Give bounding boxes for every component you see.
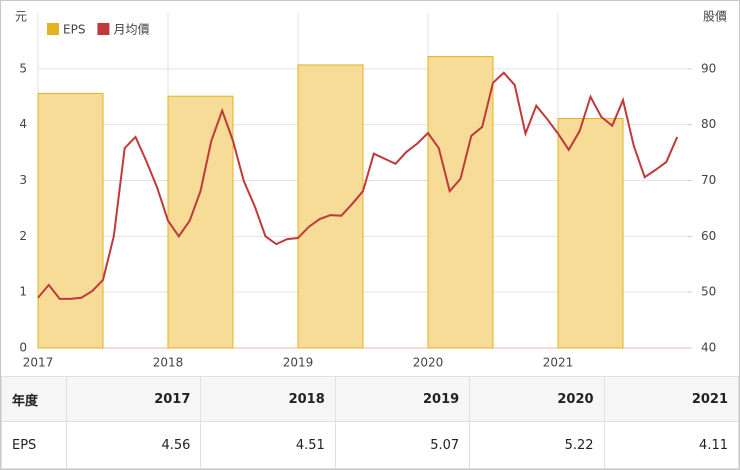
legend-label: EPS <box>63 23 85 37</box>
table-cell: 2019 <box>334 376 471 422</box>
table-cell: 4.56 <box>65 421 202 469</box>
table-cell: 2018 <box>200 376 336 422</box>
table-cell: 2017 <box>65 376 202 422</box>
table-cell: 5.22 <box>469 421 605 469</box>
table-row: EPS 4.56 4.51 5.07 5.22 4.11 <box>1 421 739 469</box>
bar <box>297 64 364 349</box>
bar <box>37 92 104 349</box>
bar <box>167 95 234 349</box>
bar <box>427 56 494 349</box>
y-axis-title: 元 <box>15 10 27 24</box>
x-tick-label: 2020 <box>413 356 444 370</box>
chart: 元 股價 0 1 2 3 4 5 40 50 60 70 80 90 2017 2018 2019 2020 2… <box>15 10 727 370</box>
y2-tick-label: 80 <box>701 117 716 131</box>
y2-tick-label: 90 <box>701 61 716 75</box>
table-header: 年度 2017 2018 2019 2020 2021 <box>1 376 739 422</box>
x-tick-label: 2019 <box>283 356 314 370</box>
y-tick-label: 3 <box>19 173 27 187</box>
legend-swatch <box>97 23 110 35</box>
legend-swatch <box>47 23 59 35</box>
table-cell: EPS <box>1 421 67 469</box>
y2-tick-label: 50 <box>701 285 716 299</box>
table-cell: 4.51 <box>200 421 336 469</box>
table-cell: 4.11 <box>603 421 739 469</box>
y2-axis-title: 股價 <box>703 10 727 24</box>
y-tick-label: 2 <box>19 229 27 243</box>
y2-tick-label: 60 <box>701 229 716 243</box>
legend-label: 月均價 <box>113 23 149 37</box>
y-tick-label: 4 <box>19 117 27 131</box>
x-tick-label: 2021 <box>543 356 574 370</box>
table-cell: 年度 <box>1 376 67 422</box>
table-cell: 5.07 <box>334 421 471 469</box>
eps-table: 年度 2017 2018 2019 2020 2021 EPS 4.56 4.51 5.07 5.… <box>1 376 739 469</box>
table-cell: 2021 <box>603 376 739 422</box>
y-tick-label: 5 <box>19 61 27 75</box>
y-tick-label: 0 <box>19 341 27 355</box>
table-cell: 2020 <box>469 376 605 422</box>
bar <box>557 118 624 349</box>
price-line <box>37 71 679 300</box>
y-tick-label: 1 <box>19 285 27 299</box>
y2-tick-label: 40 <box>701 341 716 355</box>
x-tick-label: 2017 <box>23 356 54 370</box>
y2-tick-label: 70 <box>701 173 716 187</box>
x-tick-label: 2018 <box>153 356 184 370</box>
